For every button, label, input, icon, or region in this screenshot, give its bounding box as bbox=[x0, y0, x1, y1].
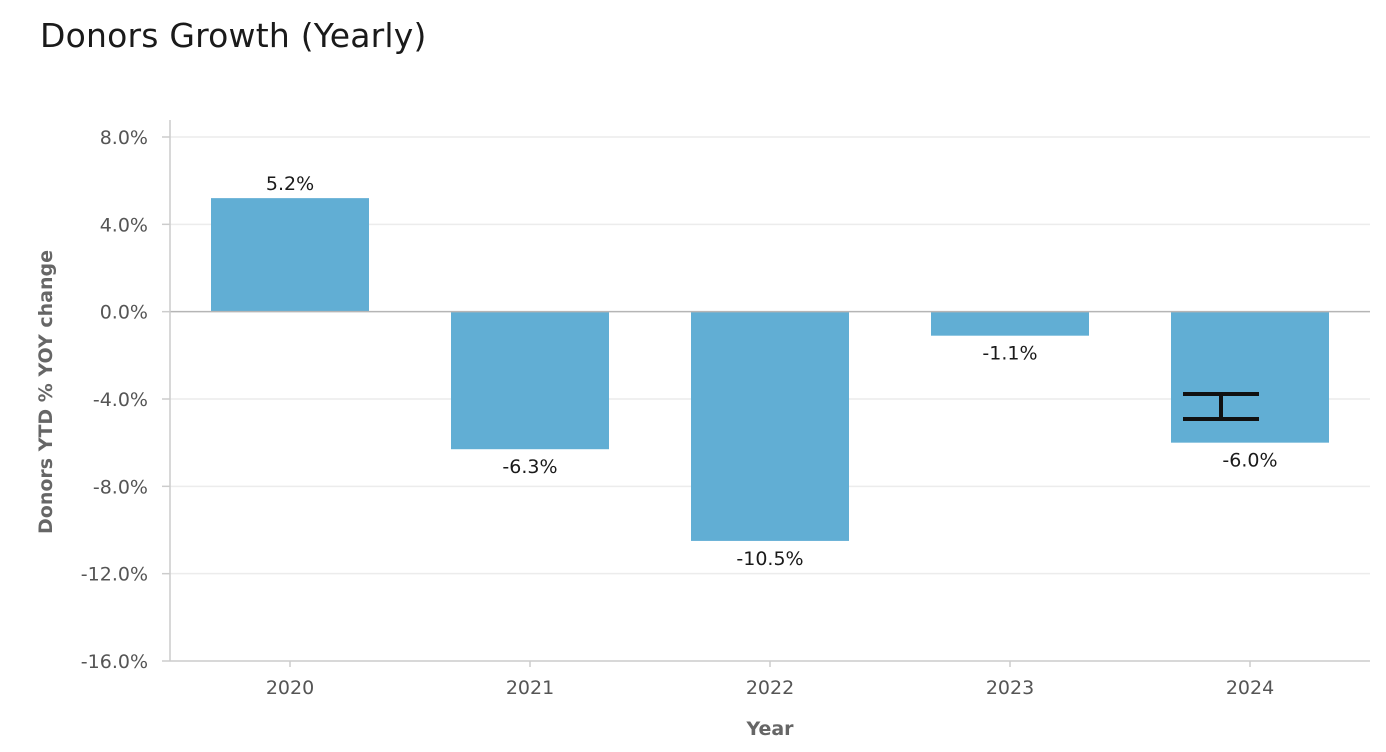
y-tick-label: 8.0% bbox=[100, 127, 148, 149]
y-tick-label: -12.0% bbox=[81, 564, 148, 586]
y-tick-label: -4.0% bbox=[93, 389, 148, 411]
bar-value-label: 5.2% bbox=[266, 173, 314, 195]
x-tick-label: 2021 bbox=[506, 677, 554, 699]
bar bbox=[1171, 311, 1329, 443]
bars bbox=[211, 198, 1329, 541]
y-tick-label: 4.0% bbox=[100, 214, 148, 236]
text-cursor-icon bbox=[1183, 392, 1259, 421]
bar bbox=[931, 311, 1089, 336]
bar-value-label: -1.1% bbox=[982, 343, 1037, 365]
y-tick-label: 0.0% bbox=[100, 302, 148, 324]
bar-value-label: -6.0% bbox=[1222, 450, 1277, 472]
chart-title: Donors Growth (Yearly) bbox=[40, 16, 427, 55]
x-tick-label: 2022 bbox=[746, 677, 794, 699]
x-tick-label: 2024 bbox=[1226, 677, 1274, 699]
bar bbox=[691, 311, 849, 541]
bar-value-label: -10.5% bbox=[736, 548, 803, 570]
bar bbox=[211, 198, 369, 312]
y-axis-title: Donors YTD % YOY change bbox=[35, 250, 57, 534]
x-tick-label: 2023 bbox=[986, 677, 1034, 699]
x-tick-label: 2020 bbox=[266, 677, 314, 699]
y-tick-label: -8.0% bbox=[93, 476, 148, 498]
bar-value-label: -6.3% bbox=[502, 456, 557, 478]
axes bbox=[162, 120, 1370, 667]
y-tick-label: -16.0% bbox=[81, 651, 148, 673]
x-axis-title: Year bbox=[745, 718, 794, 740]
bar bbox=[451, 311, 609, 450]
labels: 8.0% 4.0% 0.0% -4.0% -8.0% -12.0% -16.0% 5.2% 20… bbox=[81, 127, 1278, 699]
